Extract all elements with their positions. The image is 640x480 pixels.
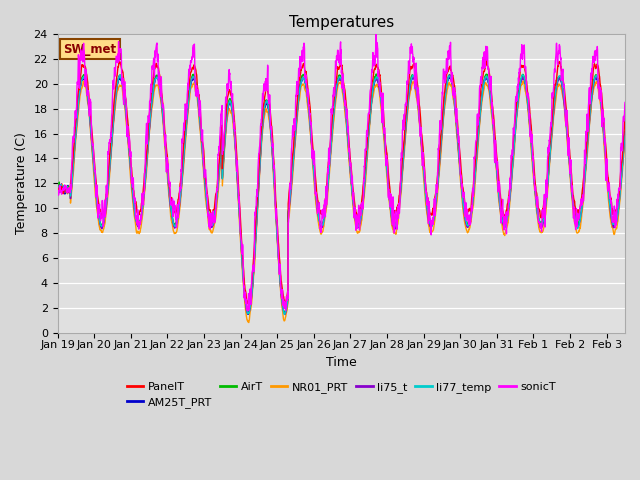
Text: SW_met: SW_met [63,43,116,56]
X-axis label: Time: Time [326,356,356,369]
Legend: PanelT, AM25T_PRT, AirT, NR01_PRT, li75_t, li77_temp, sonicT: PanelT, AM25T_PRT, AirT, NR01_PRT, li75_… [122,377,561,413]
Title: Temperatures: Temperatures [289,15,394,30]
Y-axis label: Temperature (C): Temperature (C) [15,132,28,234]
